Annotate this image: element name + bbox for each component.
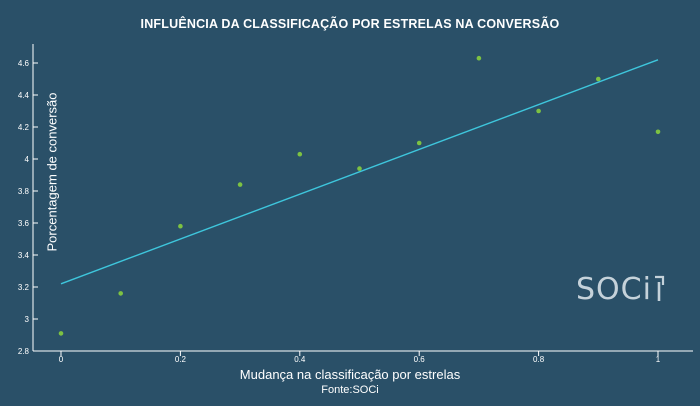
chart-title: INFLUÊNCIA DA CLASSIFICAÇÃO POR ESTRELAS…	[140, 17, 560, 31]
x-tick-label: 0.6	[414, 355, 426, 364]
data-point	[536, 108, 541, 114]
data-point	[178, 223, 183, 229]
chart-ticks: 2.8 3 3.2 3.4 3.6 3.8 4 4.2 4.4 4.6 0 0.2 0.4 0.6 0.8 1	[18, 59, 661, 364]
y-axis-label: Porcentagem de conversão	[44, 92, 60, 252]
data-point	[596, 76, 601, 82]
y-tick-label: 2.8	[18, 347, 30, 356]
y-tick-label: 3.2	[18, 283, 30, 292]
soci-logo-mark-icon	[654, 275, 665, 301]
y-tick-label: 3.4	[18, 251, 30, 260]
y-tick-label: 4.2	[18, 123, 30, 132]
data-point	[357, 166, 362, 171]
trendline	[60, 59, 659, 285]
source-note: Fonte:SOCi	[321, 384, 379, 396]
data-point	[416, 140, 422, 146]
y-tick-label: 4	[25, 155, 30, 164]
x-axis-label: Mudança na classificação por estrelas	[0, 367, 700, 382]
y-tick-label: 3.8	[18, 187, 30, 196]
y-tick-label: 4.6	[18, 59, 30, 68]
y-tick-label: 3	[25, 315, 30, 324]
x-tick-label: 0.8	[533, 355, 545, 364]
x-axis-label-text: Mudança na classificação por estrelas	[239, 367, 461, 382]
data-point	[297, 151, 303, 157]
soci-logo: SOCi	[576, 273, 667, 307]
data-point	[655, 129, 661, 135]
data-points	[58, 55, 661, 336]
data-point	[237, 182, 243, 187]
data-point	[476, 55, 482, 61]
data-point	[58, 331, 64, 336]
x-tick-label: 0.2	[175, 355, 187, 364]
data-point	[118, 291, 123, 296]
y-tick-label: 4.4	[18, 91, 30, 100]
y-tick-label: 3.6	[18, 219, 30, 228]
x-tick-label: 0	[59, 355, 64, 364]
x-tick-label: 0.4	[294, 355, 306, 364]
trendline-group	[60, 59, 659, 285]
x-tick-label: 1	[656, 355, 661, 364]
soci-logo-text: SOCi	[576, 272, 652, 307]
